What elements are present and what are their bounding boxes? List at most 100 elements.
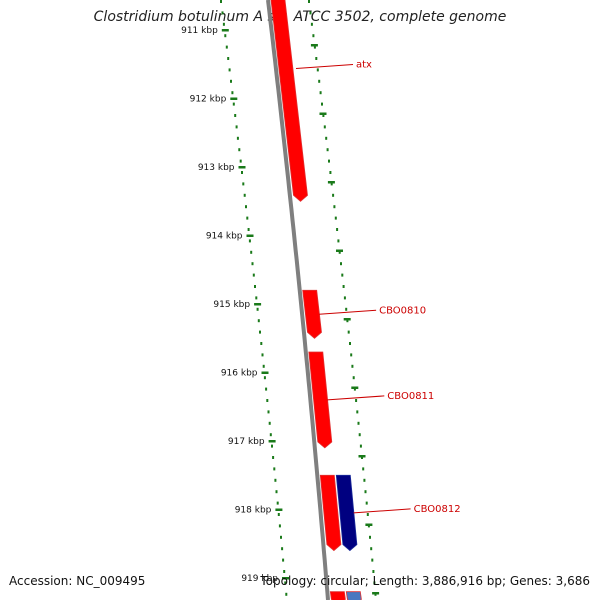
inner-ring-dot	[263, 376, 266, 380]
kbp-tick-mark	[230, 97, 238, 100]
gene-label: CBO0811	[387, 391, 434, 402]
gene-arrow[interactable]	[308, 351, 333, 449]
inner-ring-dot	[261, 353, 264, 357]
kbp-tick-mark	[254, 303, 262, 306]
inner-ring-dot	[281, 547, 284, 551]
gene-label-leader	[353, 508, 411, 514]
outer-ring-dot	[355, 399, 358, 402]
inner-ring-dot	[228, 68, 231, 72]
gene-track	[270, 0, 362, 600]
outer-tick-mark	[365, 523, 373, 526]
gene-arrow[interactable]	[345, 591, 362, 600]
gene-arrow[interactable]	[335, 474, 358, 552]
outer-ring-dot	[371, 558, 374, 562]
gene-label-leader	[295, 64, 354, 69]
gene-arrow[interactable]	[302, 289, 322, 339]
outer-ring-dot	[309, 11, 312, 15]
inner-ring-dot	[243, 193, 246, 197]
outer-ring-dot	[337, 239, 340, 243]
kbp-tick-label: 912 kbp	[190, 95, 227, 105]
outer-ring-dot	[312, 34, 315, 38]
inner-ring-dot	[238, 148, 241, 152]
outer-ring-dot	[358, 433, 361, 437]
inner-ring-dot	[248, 239, 251, 243]
outer-tick-mark	[372, 592, 380, 595]
outer-ring-dot	[369, 535, 371, 539]
inner-ring-dot	[220, 0, 222, 3]
outer-ring-dot	[373, 581, 376, 585]
inner-ring-dot	[245, 205, 247, 209]
kbp-tick-mark	[282, 577, 289, 580]
outer-ring-dot	[342, 285, 345, 288]
map-title: Clostridium botulinum A str. ATCC 3502, …	[93, 9, 507, 25]
outer-ring-dot	[322, 114, 325, 117]
inner-ring-dot	[276, 501, 279, 505]
outer-ring-dot	[345, 307, 348, 311]
outer-ring-dot	[364, 490, 367, 494]
outer-ring-dot	[343, 296, 346, 300]
outer-ring-dot	[310, 22, 313, 26]
inner-ring-dot	[280, 535, 282, 539]
gene-arrow[interactable]	[329, 591, 346, 600]
inner-ring-dot	[277, 513, 280, 516]
inner-ring-dot	[227, 57, 230, 60]
outer-tick-mark	[351, 386, 359, 389]
gene-label-leader	[319, 309, 377, 315]
inner-ring-dot	[251, 262, 254, 266]
outer-tick-mark	[343, 318, 351, 321]
kbp-tick-mark	[246, 234, 254, 237]
inner-ring-dot	[221, 11, 224, 15]
kbp-tick-label: 913 kbp	[198, 163, 235, 173]
inner-ring-dot	[271, 444, 273, 448]
kbp-tick-mark	[261, 371, 269, 374]
outer-ring-dot	[341, 273, 344, 277]
outer-ring-dot	[366, 513, 369, 516]
outer-tick-ring	[308, 0, 377, 596]
kbp-tick-label: 915 kbp	[213, 300, 250, 310]
outer-ring-dot	[321, 102, 323, 106]
inner-ring-dot	[275, 490, 278, 494]
outer-tick-mark	[310, 44, 318, 47]
inner-ring-dot	[268, 421, 271, 425]
kbp-tick-mark	[268, 440, 276, 443]
inner-ring-dot	[241, 171, 243, 174]
gene-arrow[interactable]	[270, 0, 308, 202]
outer-ring-dot	[350, 353, 353, 357]
outer-ring-dot	[338, 250, 341, 254]
inner-ring-dot	[236, 136, 239, 140]
kbp-tick-label: 916 kbp	[221, 369, 258, 379]
outer-tick-mark	[327, 181, 335, 184]
outer-ring-dot	[332, 193, 335, 197]
inner-ring-dot	[242, 182, 245, 186]
inner-ring-dot	[283, 570, 286, 573]
genome-backbone	[266, 0, 330, 600]
outer-ring-dot	[352, 376, 355, 380]
kbp-ticks: 911 kbp 912 kbp 913 kbp 914 kbp 915 kbp 916 k…	[181, 26, 380, 595]
inner-ring-dot	[224, 34, 227, 38]
outer-ring-dot	[353, 387, 356, 391]
inner-ring-dot	[247, 228, 250, 231]
outer-ring-dot	[346, 319, 349, 323]
outer-tick-mark	[336, 249, 343, 252]
outer-ring-dot	[329, 171, 332, 174]
inner-ring-dot	[256, 307, 259, 311]
inner-ring-dot	[225, 45, 228, 49]
inner-ring-dot	[266, 399, 269, 402]
outer-ring-dot	[313, 45, 316, 49]
inner-tick-ring	[220, 0, 288, 596]
inner-ring-dot	[267, 410, 270, 414]
kbp-tick-label: 911 kbp	[181, 26, 218, 36]
gene-arrow[interactable]	[319, 474, 342, 552]
gene-label: CBO0810	[379, 305, 426, 316]
accession-text: Accession: NC_009495	[9, 574, 146, 588]
gene-label-leader	[327, 395, 385, 401]
outer-ring-dot	[340, 262, 342, 266]
inner-ring-dot	[259, 330, 261, 334]
outer-tick-mark	[358, 455, 366, 458]
kbp-tick-mark	[238, 166, 246, 169]
outer-ring-dot	[357, 421, 360, 425]
inner-ring-dot	[265, 387, 268, 391]
inner-ring-dot	[260, 342, 263, 345]
inner-ring-dot	[232, 102, 235, 106]
